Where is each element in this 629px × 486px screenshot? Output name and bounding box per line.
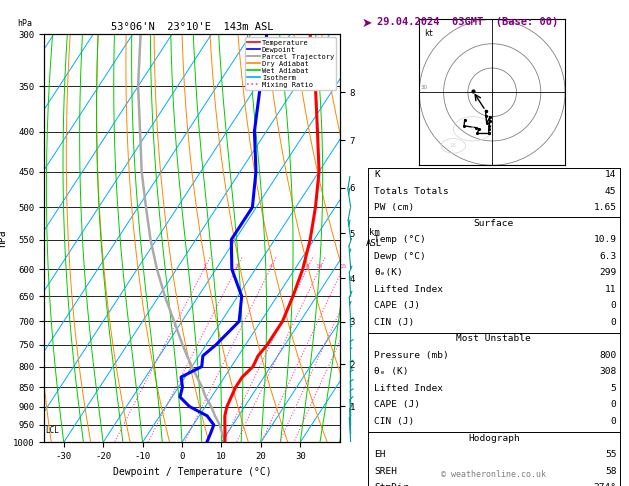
Text: Lifted Index: Lifted Index [374, 285, 443, 294]
Text: 2: 2 [234, 264, 238, 269]
Text: Hodograph: Hodograph [468, 434, 520, 443]
Text: hPa: hPa [18, 19, 33, 28]
Text: 1: 1 [202, 264, 206, 269]
Title: 53°06'N  23°10'E  143m ASL: 53°06'N 23°10'E 143m ASL [111, 22, 273, 32]
Text: 0: 0 [611, 301, 616, 311]
Text: 14: 14 [605, 170, 616, 179]
Text: 16: 16 [450, 143, 457, 148]
Text: Dewp (°C): Dewp (°C) [374, 252, 426, 261]
Y-axis label: km
ASL: km ASL [366, 228, 382, 248]
Text: 29.04.2024  03GMT  (Base: 00): 29.04.2024 03GMT (Base: 00) [377, 17, 559, 27]
Text: StmDir: StmDir [374, 483, 409, 486]
Text: LCL: LCL [45, 426, 59, 434]
Text: 15: 15 [339, 264, 347, 269]
Text: Lifted Index: Lifted Index [374, 384, 443, 393]
Text: 4: 4 [269, 264, 272, 269]
Text: CIN (J): CIN (J) [374, 318, 415, 327]
Text: Most Unstable: Most Unstable [457, 334, 531, 344]
Text: 299: 299 [599, 268, 616, 278]
Text: Surface: Surface [474, 219, 514, 228]
Text: 45: 45 [605, 187, 616, 196]
Text: 6.3: 6.3 [599, 252, 616, 261]
Text: 8: 8 [471, 126, 474, 131]
Text: 308: 308 [599, 367, 616, 377]
Text: kt: kt [424, 29, 433, 38]
Text: 58: 58 [605, 467, 616, 476]
Text: 0: 0 [611, 318, 616, 327]
Text: θₑ(K): θₑ(K) [374, 268, 403, 278]
Text: PW (cm): PW (cm) [374, 203, 415, 212]
Text: ➤: ➤ [362, 17, 372, 30]
Text: Pressure (mb): Pressure (mb) [374, 351, 449, 360]
Text: 55: 55 [605, 450, 616, 459]
Text: 0: 0 [611, 417, 616, 426]
Text: © weatheronline.co.uk: © weatheronline.co.uk [442, 469, 546, 479]
Text: 10.9: 10.9 [593, 235, 616, 244]
Text: SREH: SREH [374, 467, 398, 476]
Text: 5: 5 [611, 384, 616, 393]
Text: CAPE (J): CAPE (J) [374, 301, 420, 311]
Text: 274°: 274° [593, 483, 616, 486]
Y-axis label: hPa: hPa [0, 229, 8, 247]
Legend: Temperature, Dewpoint, Parcel Trajectory, Dry Adiabat, Wet Adiabat, Isotherm, Mi: Temperature, Dewpoint, Parcel Trajectory… [245, 37, 336, 90]
Text: CAPE (J): CAPE (J) [374, 400, 420, 410]
X-axis label: Dewpoint / Temperature (°C): Dewpoint / Temperature (°C) [113, 467, 271, 477]
Text: EH: EH [374, 450, 386, 459]
Text: CIN (J): CIN (J) [374, 417, 415, 426]
Text: Totals Totals: Totals Totals [374, 187, 449, 196]
Text: K: K [374, 170, 380, 179]
Text: 0: 0 [611, 400, 616, 410]
Text: 1.65: 1.65 [593, 203, 616, 212]
Text: 11: 11 [605, 285, 616, 294]
Text: 30: 30 [421, 85, 428, 90]
Text: 8: 8 [305, 264, 309, 269]
Text: 800: 800 [599, 351, 616, 360]
Text: Temp (°C): Temp (°C) [374, 235, 426, 244]
Text: 10: 10 [316, 264, 323, 269]
Text: θₑ (K): θₑ (K) [374, 367, 409, 377]
